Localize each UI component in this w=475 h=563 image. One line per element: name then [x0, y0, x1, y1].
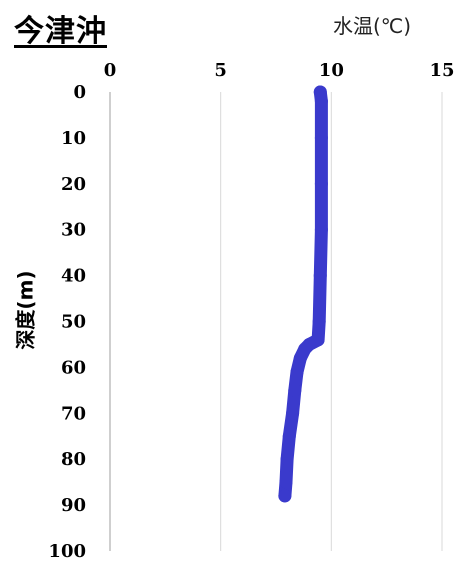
data-point — [314, 223, 328, 237]
y-tick-label: 70 — [61, 403, 86, 424]
y-tick-label: 0 — [73, 82, 86, 103]
x-axis-label: 水温(℃) — [333, 14, 412, 38]
data-point — [278, 489, 292, 503]
x-tick-label: 5 — [214, 60, 227, 81]
y-tick-label: 10 — [61, 128, 86, 149]
chart-title: 今津沖 — [14, 14, 107, 49]
data-point — [286, 406, 300, 420]
data-point — [282, 429, 296, 443]
data-point — [313, 269, 327, 283]
y-tick-label: 90 — [61, 495, 86, 516]
data-point — [288, 383, 302, 397]
y-tick-label: 100 — [48, 541, 86, 562]
data-point — [314, 131, 328, 145]
data-point — [312, 315, 326, 328]
data-point — [314, 177, 328, 191]
data-point — [279, 475, 293, 489]
y-tick-label: 40 — [61, 266, 86, 287]
x-tick-label: 0 — [104, 60, 117, 81]
x-tick-label: 15 — [429, 60, 454, 81]
y-tick-label: 50 — [61, 312, 86, 333]
x-tick-label: 10 — [319, 60, 344, 81]
y-tick-label: 60 — [61, 357, 86, 378]
data-point — [290, 365, 304, 379]
y-tick-label: 80 — [61, 449, 86, 470]
data-point — [293, 351, 307, 365]
data-point — [314, 94, 328, 108]
y-tick-label: 20 — [61, 174, 86, 195]
data-point — [280, 452, 294, 466]
y-tick-label: 30 — [61, 220, 86, 241]
